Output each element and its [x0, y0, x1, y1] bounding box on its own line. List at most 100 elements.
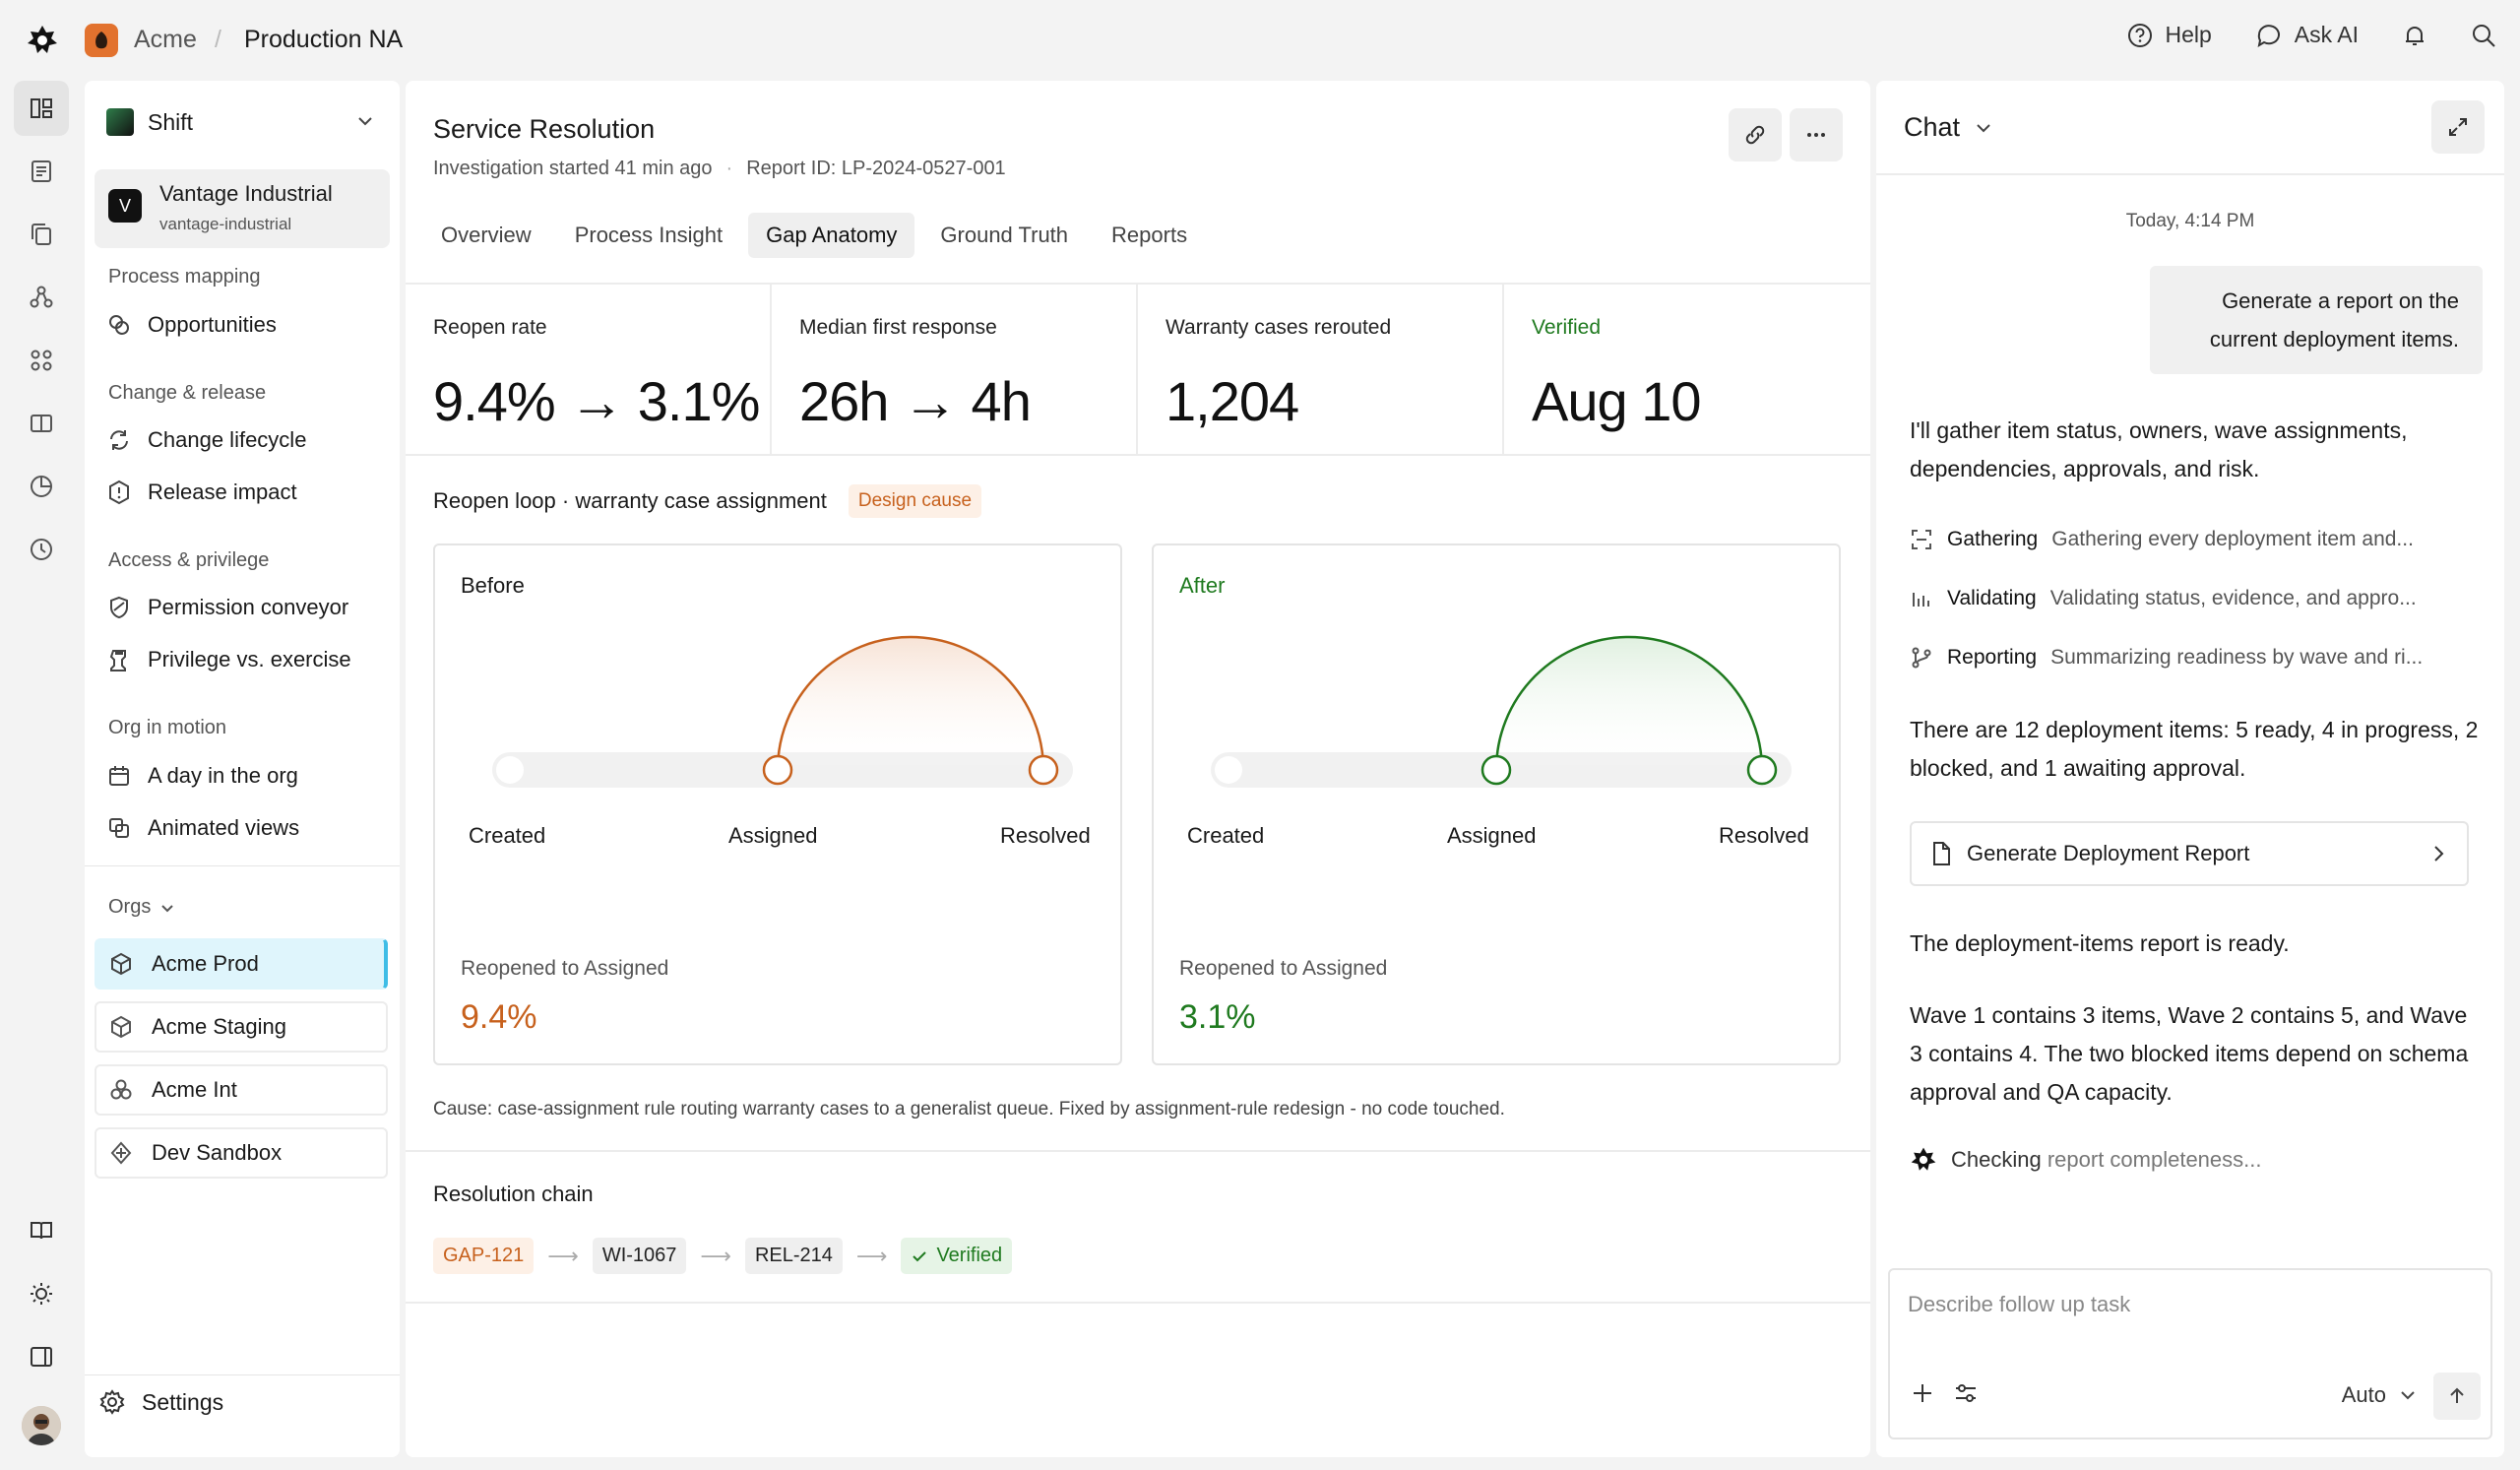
nav-change-lifecycle[interactable]: Change lifecycle — [106, 418, 392, 462]
tenant-card[interactable]: V Vantage Industrial vantage-industrial — [94, 169, 390, 248]
nav-privilege-vs-exercise[interactable]: Privilege vs. exercise — [106, 638, 392, 681]
calendar-icon — [109, 766, 129, 786]
more-horizontal-icon — [1807, 133, 1825, 137]
step-desc: Gathering every deployment item and... — [2051, 528, 2414, 550]
settings-button[interactable]: Settings — [98, 1388, 223, 1416]
investigation-started: Investigation started 41 min ago — [433, 158, 713, 179]
tab-process-insight[interactable]: Process Insight — [574, 223, 724, 247]
document-list-icon[interactable] — [14, 144, 69, 199]
search-icon[interactable] — [2471, 23, 2496, 48]
cause-text: Cause: case-assignment rule routing warr… — [433, 1099, 1505, 1119]
page-subtitle: Investigation started 41 min ago · Repor… — [433, 158, 1006, 180]
breadcrumb-environment[interactable]: Production NA — [244, 26, 404, 53]
nav-animated-views[interactable]: Animated views — [106, 806, 392, 850]
reopen-arc-line — [1494, 635, 1764, 771]
bell-icon[interactable] — [2402, 23, 2427, 48]
user-avatar[interactable] — [22, 1406, 61, 1445]
tab-gap-anatomy[interactable]: Gap Anatomy — [748, 213, 915, 258]
reopen-arc — [778, 637, 1043, 770]
clock-icon[interactable] — [14, 522, 69, 577]
chain-chip-release[interactable]: REL-214 — [744, 1238, 843, 1274]
org-item-acme-prod[interactable]: Acme Prod — [94, 938, 388, 990]
help-button[interactable]: Help — [2127, 22, 2212, 48]
stat-warranty-rerouted: Warranty cases rerouted 1,204 — [1138, 285, 1504, 454]
apps-grid-icon[interactable] — [14, 333, 69, 388]
book-open-icon[interactable] — [14, 396, 69, 451]
nav-opportunities[interactable]: Opportunities — [106, 303, 392, 347]
assigned-node — [762, 754, 793, 786]
nav-release-impact[interactable]: Release impact — [106, 471, 392, 514]
org-avatar-icon[interactable] — [85, 24, 118, 57]
plus-icon[interactable] — [1910, 1380, 1935, 1406]
checking-prefix: Checking — [1951, 1147, 2042, 1172]
org-item-acme-staging[interactable]: Acme Staging — [94, 1001, 388, 1053]
expand-chat-button[interactable] — [2431, 100, 2485, 154]
user-message: Generate a report on the current deploym… — [2150, 266, 2483, 374]
sliders-icon[interactable] — [1953, 1380, 1979, 1406]
orgs-toggle[interactable]: Orgs — [108, 896, 176, 919]
theme-sun-icon[interactable] — [14, 1266, 69, 1321]
chat-title-dropdown[interactable]: Chat — [1904, 112, 1993, 143]
app-logo-icon[interactable] — [26, 24, 59, 57]
sidebar-divider — [85, 1374, 400, 1375]
chevron-right-icon — [2434, 846, 2444, 862]
tab-overview[interactable]: Overview — [441, 223, 532, 247]
generate-report-button[interactable]: Generate Deployment Report — [1910, 821, 2469, 886]
design-cause-badge: Design cause — [848, 484, 982, 518]
chain-arrow-icon: ⟶ — [855, 1243, 888, 1268]
workspace-switcher[interactable]: Shift — [106, 100, 382, 144]
cube-icon — [111, 952, 131, 976]
breadcrumb-org[interactable]: Acme — [134, 26, 197, 53]
copy-layers-icon[interactable] — [14, 207, 69, 262]
tab-ground-truth[interactable]: Ground Truth — [940, 223, 1069, 247]
step-gathering: Gathering Gathering every deployment ite… — [1910, 522, 2490, 557]
icon-rail — [0, 81, 83, 1470]
chevron-down-icon — [1977, 123, 1990, 132]
nav-day-in-org[interactable]: A day in the org — [106, 754, 392, 798]
section-label-access-privilege: Access & privilege — [108, 549, 270, 571]
more-options-button[interactable] — [1790, 108, 1843, 161]
step-validating: Validating Validating status, evidence, … — [1910, 581, 2490, 616]
workspace-name: Shift — [148, 108, 194, 135]
docs-book-icon[interactable] — [14, 1203, 69, 1258]
chat-timestamp: Today, 4:14 PM — [2125, 211, 2255, 231]
settings-label: Settings — [142, 1388, 224, 1415]
label-resolved: Resolved — [1000, 823, 1091, 848]
send-button[interactable] — [2433, 1373, 2481, 1420]
section-label-change-release: Change & release — [108, 382, 267, 404]
chevron-down-icon — [2401, 1391, 2415, 1400]
mode-select[interactable]: Auto — [2342, 1382, 2418, 1408]
nav-label: Privilege vs. exercise — [148, 647, 351, 671]
sidebar: Shift V Vantage Industrial vantage-indus… — [85, 81, 400, 1457]
ask-ai-button[interactable]: Ask AI — [2255, 22, 2359, 48]
chat-input[interactable] — [1908, 1292, 2459, 1331]
nav-label: A day in the org — [148, 763, 298, 788]
loop-title-text: Reopen loop · warranty case assignment — [433, 488, 827, 513]
main-panel: Service Resolution Investigation started… — [406, 81, 1870, 1457]
chat-panel: Chat Today, 4:14 PM Generate a report on… — [1876, 81, 2504, 1457]
stat-value: 9.4% → 3.1% — [433, 370, 760, 432]
org-item-dev-sandbox[interactable]: Dev Sandbox — [94, 1127, 388, 1179]
org-item-acme-int[interactable]: Acme Int — [94, 1064, 388, 1116]
checking-rest: report completeness... — [2041, 1147, 2262, 1172]
sidebar-toggle-icon[interactable] — [14, 1329, 69, 1384]
after-card: After Created Assigned Resolved Reopened… — [1152, 543, 1841, 1065]
tab-reports[interactable]: Reports — [1111, 223, 1188, 247]
chain-chip-work-item[interactable]: WI-1067 — [592, 1238, 687, 1274]
stat-reopen-rate: Reopen rate 9.4% → 3.1% — [406, 285, 772, 454]
pie-chart-icon[interactable] — [14, 459, 69, 514]
stat-value: 26h → 4h — [799, 370, 1032, 432]
gear-icon — [99, 1389, 125, 1415]
tab-bar: Overview Process Insight Gap Anatomy Gro… — [423, 213, 1205, 258]
tenant-slug: vantage-industrial — [159, 215, 292, 233]
chain-chip-verified[interactable]: Verified — [901, 1238, 1013, 1274]
dashboard-icon[interactable] — [14, 81, 69, 136]
copy-link-button[interactable] — [1729, 108, 1782, 161]
nav-label: Opportunities — [148, 312, 277, 337]
org-label: Acme Staging — [152, 1014, 286, 1039]
nav-permission-conveyor[interactable]: Permission conveyor — [106, 586, 392, 629]
label-assigned: Assigned — [728, 823, 818, 848]
report-button-label: Generate Deployment Report — [1967, 841, 2250, 865]
network-nodes-icon[interactable] — [14, 270, 69, 325]
chain-chip-gap[interactable]: GAP-121 — [433, 1238, 535, 1274]
